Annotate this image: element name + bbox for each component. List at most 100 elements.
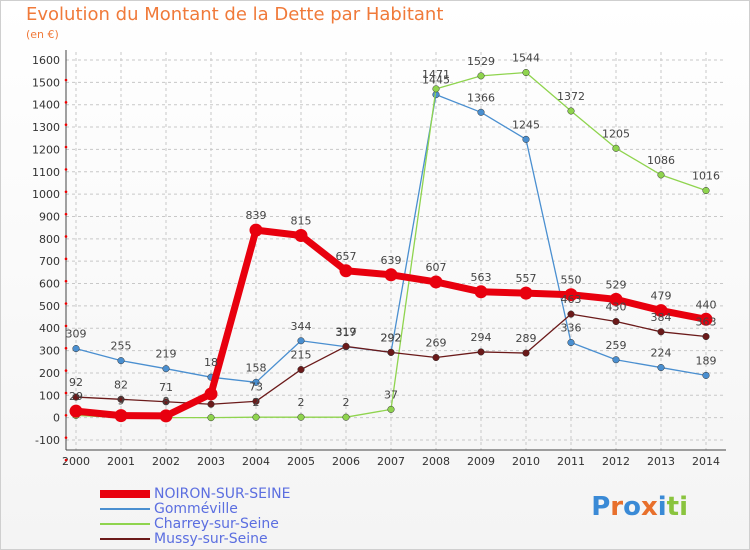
- y-tick-label: 500: [39, 300, 60, 313]
- data-label: 463: [561, 293, 582, 306]
- x-tick-label: 2000: [62, 455, 90, 468]
- data-label: 657: [336, 250, 357, 263]
- legend-item: NOIRON-SUR-SEINE: [100, 485, 291, 502]
- data-point: [702, 332, 710, 341]
- data-point: [702, 186, 710, 195]
- y-tick-label: 1400: [32, 99, 60, 112]
- data-point: [117, 357, 125, 365]
- y-tick-label: 1100: [32, 166, 60, 179]
- axis-dot: [64, 190, 68, 194]
- data-point: [162, 398, 170, 406]
- data-point: [297, 366, 305, 374]
- axis-dot: [64, 391, 68, 395]
- data-point: [162, 365, 170, 373]
- data-label: 269: [426, 337, 447, 350]
- data-point: [477, 72, 485, 80]
- data-label: 384: [651, 311, 672, 324]
- data-point: [342, 342, 350, 350]
- chart-subtitle: (en €): [26, 28, 59, 41]
- x-tick-label: 2008: [422, 455, 450, 468]
- logo-letter: i: [657, 492, 667, 522]
- data-label: 815: [291, 214, 312, 227]
- data-point: [342, 413, 350, 421]
- data-label: 92: [69, 376, 83, 389]
- data-label: 440: [696, 298, 717, 311]
- data-label: 1471: [422, 68, 450, 81]
- data-point: [384, 268, 398, 282]
- data-label: 1205: [602, 127, 630, 140]
- axis-dot: [64, 413, 68, 417]
- data-label: 289: [516, 332, 537, 345]
- data-label: 259: [606, 339, 627, 352]
- data-point: [294, 228, 308, 242]
- data-label: 158: [246, 361, 267, 374]
- data-point: [657, 364, 665, 372]
- data-label: 29: [69, 390, 83, 403]
- data-label: 71: [159, 381, 173, 394]
- data-label: 479: [651, 290, 672, 303]
- data-label: 73: [249, 380, 263, 393]
- data-label: 607: [426, 261, 447, 274]
- data-point: [252, 413, 260, 421]
- data-point: [117, 395, 125, 403]
- data-label: 8: [163, 395, 170, 408]
- data-label: 1372: [557, 90, 585, 103]
- data-point: [72, 345, 80, 353]
- y-tick-label: -100: [35, 434, 60, 447]
- legend-swatch: [100, 507, 150, 510]
- data-label: 82: [114, 378, 128, 391]
- data-label: 255: [111, 340, 132, 353]
- axis-dot: [64, 123, 68, 127]
- legend: NOIRON-SUR-SEINE Gomméville Charrey-sur-Se…: [100, 485, 291, 547]
- data-label: 189: [696, 354, 717, 367]
- proxiti-logo: Proxiti: [591, 492, 688, 522]
- data-point: [657, 171, 665, 179]
- data-point: [609, 292, 623, 306]
- data-label: 215: [291, 349, 312, 362]
- x-tick-label: 2007: [377, 455, 405, 468]
- legend-swatch: [100, 489, 150, 498]
- data-label: 639: [381, 254, 402, 267]
- axis-dot: [64, 145, 68, 149]
- x-tick-label: 2004: [242, 455, 270, 468]
- data-label: 1445: [422, 74, 450, 87]
- data-point: [477, 348, 485, 356]
- legend-swatch: [100, 522, 150, 525]
- data-label: 1366: [467, 91, 495, 104]
- data-point: [567, 107, 575, 115]
- logo-letter: ti: [666, 492, 688, 522]
- data-point: [207, 414, 215, 422]
- legend-label: Mussy-sur-Seine: [154, 530, 268, 547]
- data-label: 1016: [692, 170, 720, 183]
- x-tick-label: 2003: [197, 455, 225, 468]
- legend-label: NOIRON-SUR-SEINE: [154, 485, 291, 502]
- data-label: 557: [516, 272, 537, 285]
- data-point: [72, 393, 80, 401]
- data-label: 292: [381, 331, 402, 344]
- x-tick-label: 2011: [557, 455, 585, 468]
- data-point: [387, 405, 395, 413]
- axis-dot: [64, 168, 68, 171]
- x-tick-label: 2002: [152, 455, 180, 468]
- data-point: [519, 286, 533, 300]
- axis-dot: [64, 101, 68, 104]
- axis-dot: [64, 458, 68, 462]
- data-point: [612, 317, 620, 326]
- y-tick-label: 200: [39, 367, 60, 380]
- x-tick-label: 2001: [107, 455, 135, 468]
- logo-letter: o: [623, 492, 641, 522]
- x-tick-label: 2005: [287, 455, 315, 468]
- axis-dot: [64, 279, 68, 283]
- data-label: 563: [471, 271, 492, 284]
- axis-dot: [64, 257, 68, 261]
- data-point: [207, 400, 215, 408]
- data-label: 839: [246, 209, 267, 222]
- axis-dot: [64, 212, 68, 216]
- y-tick-label: 900: [39, 210, 60, 223]
- data-label: 309: [66, 328, 87, 341]
- data-point: [432, 353, 440, 362]
- data-point: [657, 328, 665, 336]
- data-label: 529: [606, 278, 627, 291]
- logo-letter: x: [640, 492, 658, 522]
- data-label: 344: [291, 320, 312, 333]
